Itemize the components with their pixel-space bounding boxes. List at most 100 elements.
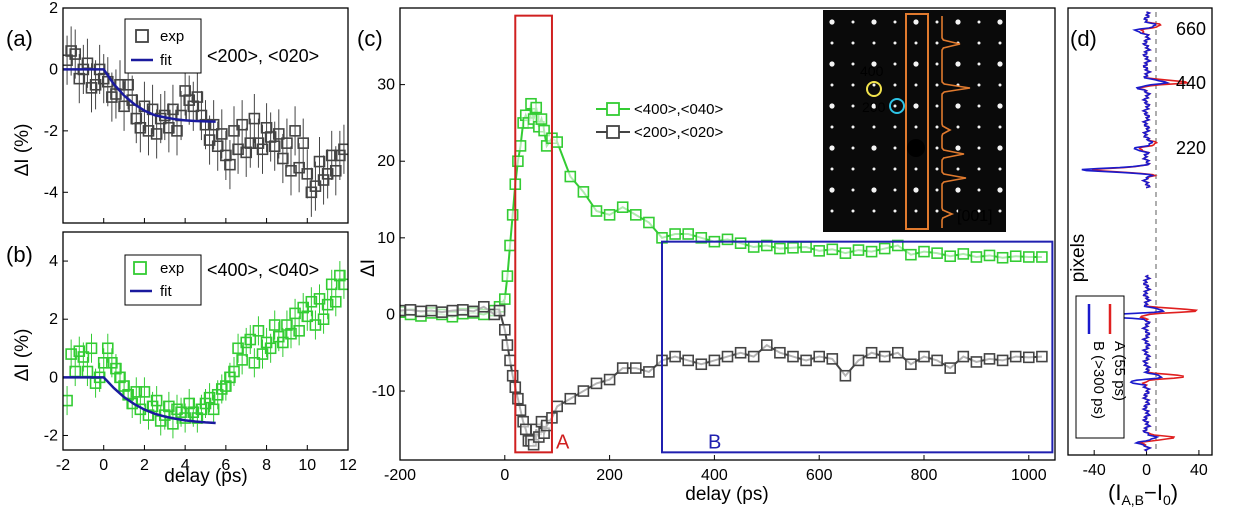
diffraction-spot (977, 125, 981, 129)
diffraction-spot (872, 125, 876, 129)
diffraction-spot (997, 187, 1003, 193)
panel-d-legend-B: B (>300 ps) (1090, 341, 1107, 419)
diffraction-spot (998, 167, 1002, 171)
data-point (467, 305, 480, 318)
x-tick-label: 1000 (1011, 467, 1047, 484)
data-point (760, 239, 773, 252)
data-point (77, 351, 90, 363)
panel-a: (a) ΔI (%) -4 -2 0 2 exp fit <200>, <020> (6, 0, 349, 224)
diffraction-spot (871, 19, 877, 25)
box-label-B: B (708, 431, 721, 453)
data-point (215, 383, 228, 395)
diffraction-spot (935, 188, 939, 192)
panel-d-profile-B (1081, 11, 1171, 452)
diffraction-spot (872, 167, 876, 171)
panel-d-reflection-660: 660 (1176, 19, 1206, 39)
data-point (85, 82, 98, 94)
diffraction-spot (997, 145, 1003, 151)
panel-c-ylabel: ΔI (358, 259, 379, 277)
data-point (191, 91, 204, 103)
y-tick-label: -2 (44, 427, 58, 444)
data-point (747, 241, 760, 253)
data-point (244, 137, 257, 149)
data-point (309, 319, 322, 331)
data-point (498, 293, 511, 305)
diffraction-spot (893, 146, 897, 150)
data-point (228, 125, 240, 137)
data-point (839, 247, 852, 259)
diffraction-spot (998, 83, 1002, 87)
data-point (891, 346, 904, 359)
panel-d: (d) -40 0 40 660 440 220 pixels A (55 ps) … (1067, 7, 1213, 508)
box-A (514, 14, 553, 454)
data-point (167, 103, 179, 116)
data-point (183, 397, 196, 410)
data-point (228, 365, 240, 378)
inset-beam-stop (907, 139, 925, 157)
data-point (457, 304, 469, 316)
data-point (268, 140, 281, 153)
diffraction-spot (913, 19, 919, 25)
data-point (1022, 251, 1035, 263)
diffraction-spot (871, 103, 877, 109)
data-point (163, 121, 175, 134)
data-point (530, 101, 543, 114)
diffraction-spot (893, 167, 897, 171)
data-point (931, 247, 943, 259)
data-point (232, 143, 244, 156)
data-point (519, 423, 532, 436)
data-point (514, 140, 527, 152)
diffraction-spot (997, 19, 1003, 25)
data-point (118, 380, 130, 392)
data-point (106, 356, 118, 369)
inset-label-200: 200 (862, 99, 886, 115)
diffraction-spot (955, 103, 961, 109)
data-point (146, 400, 159, 413)
diffraction-spot (913, 187, 919, 193)
x-tick-label: 0 (99, 457, 108, 474)
data-point (996, 354, 1009, 367)
diffraction-spot (830, 125, 834, 129)
diffraction-spot (977, 104, 981, 108)
data-point (514, 404, 527, 417)
diffraction-spot (914, 167, 918, 171)
data-point (1009, 350, 1022, 363)
data-point (248, 356, 261, 369)
x-tick-label: 2 (140, 457, 149, 474)
data-point (446, 304, 459, 317)
data-point (260, 336, 273, 349)
data-point (813, 245, 826, 257)
diffraction-spot (893, 125, 897, 129)
data-point (957, 350, 970, 363)
diffraction-spot (955, 19, 961, 25)
diffraction-spot (955, 61, 961, 67)
data-point (199, 118, 212, 131)
panel-d-legend-A: A (55 ps) (1111, 341, 1128, 401)
data-point (501, 270, 514, 282)
data-point (114, 371, 126, 384)
diffraction-spot (997, 103, 1003, 109)
panel-c-xlabel: delay (ps) (685, 484, 768, 505)
data-point (1022, 351, 1035, 364)
panel-c-label: (c) (357, 26, 383, 51)
panel-d-reflection-440: 440 (1176, 73, 1206, 93)
diffraction-spot (851, 146, 855, 150)
diffraction-spot (893, 209, 897, 213)
data-point (313, 155, 326, 168)
panel-a-frame (62, 7, 349, 224)
diffraction-spot (914, 41, 918, 45)
x-tick-label: 200 (596, 467, 623, 484)
data-point (277, 336, 289, 349)
data-point (577, 385, 590, 397)
panel-a-legend-exp-marker (135, 29, 149, 43)
diffraction-spot (977, 62, 981, 66)
diffraction-spot (871, 187, 877, 193)
diffraction-spot (998, 41, 1002, 45)
data-point (65, 348, 77, 360)
data-point (142, 125, 155, 137)
data-point (211, 140, 224, 153)
diffraction-spot (956, 209, 960, 213)
data-point (63, 394, 73, 407)
data-point (682, 354, 695, 367)
data-point (252, 325, 265, 337)
